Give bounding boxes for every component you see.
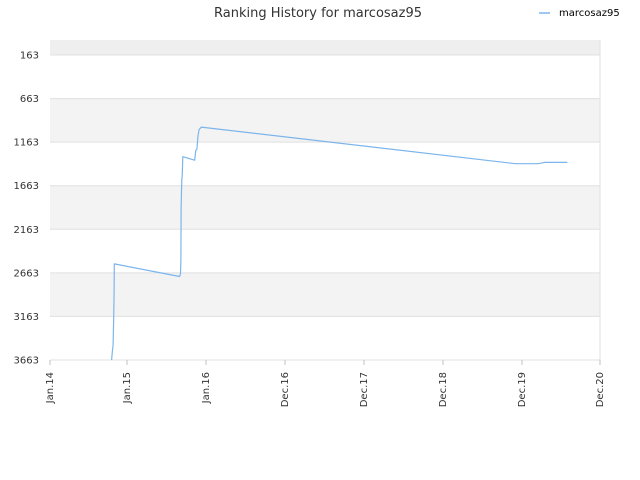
y-tick-label: 2163 bbox=[14, 225, 39, 236]
y-tick-label: 2663 bbox=[14, 268, 39, 279]
plot-band bbox=[50, 229, 600, 273]
plot-bands bbox=[50, 40, 600, 360]
plot-band bbox=[50, 142, 600, 186]
x-tick-label: Dec.18 bbox=[438, 372, 449, 407]
chart-title: Ranking History for marcosaz95 bbox=[214, 6, 422, 21]
x-tick-label: Dec.19 bbox=[517, 372, 528, 407]
plot-band bbox=[50, 316, 600, 360]
plot-band bbox=[50, 55, 600, 99]
x-tick-label: Dec.16 bbox=[280, 372, 291, 407]
x-tick-label: Jan.14 bbox=[45, 372, 56, 404]
x-tick-label: Dec.20 bbox=[595, 372, 606, 407]
y-tick-label: 1663 bbox=[14, 181, 39, 192]
x-axis: Jan.14 Jan.15 Jan.16 Dec.16 Dec.17 Dec.18 Dec.… bbox=[45, 360, 606, 407]
y-tick-label: 3663 bbox=[14, 356, 39, 367]
plot-band bbox=[50, 40, 600, 55]
plot-band bbox=[50, 185, 600, 230]
series-group bbox=[111, 126, 568, 361]
y-tick-label: 163 bbox=[20, 51, 39, 62]
y-axis: 163 663 1163 1663 2163 2663 3163 3663 bbox=[14, 51, 39, 367]
x-tick-label: Jan.16 bbox=[201, 372, 212, 404]
y-tick-label: 3163 bbox=[14, 312, 39, 323]
series-line bbox=[111, 126, 568, 361]
x-tick-label: Dec.17 bbox=[359, 372, 370, 407]
y-tick-label: 663 bbox=[20, 94, 39, 105]
grid-lines bbox=[50, 40, 601, 361]
plot-band bbox=[50, 98, 600, 143]
y-tick-label: 1163 bbox=[14, 138, 39, 149]
legend-label: marcosaz95 bbox=[559, 8, 620, 19]
x-tick-label: Jan.15 bbox=[122, 372, 133, 404]
plot-band bbox=[50, 272, 600, 317]
legend[interactable]: marcosaz95 bbox=[539, 8, 620, 19]
